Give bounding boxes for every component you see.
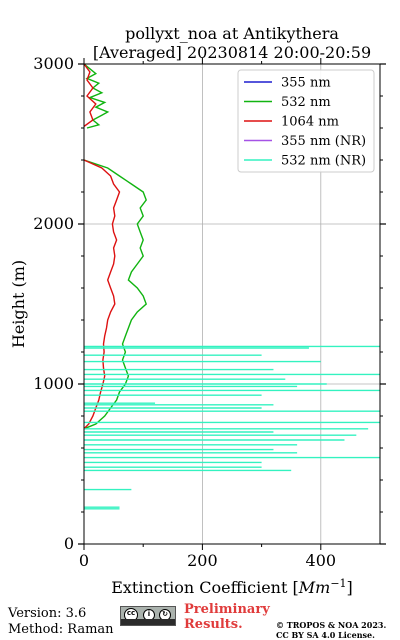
preliminary-line1: Preliminary: [184, 602, 270, 617]
x-tick-label: 400: [306, 551, 337, 570]
x-tick-label: 0: [79, 551, 89, 570]
version-text: Version: 3.6: [8, 606, 87, 621]
series-line-1064-nm: [84, 159, 121, 430]
copyright-line2: CC BY SA 4.0 License.: [276, 630, 375, 640]
plot-frame: [83, 63, 381, 545]
cc-icon: cc: [124, 608, 138, 622]
method-text: Method: Raman: [8, 622, 114, 637]
y-tick-label: 2000: [33, 214, 74, 233]
chart-subtitle: [Averaged] 20230814 20:00-20:59: [93, 43, 371, 62]
series-line-532-nm: [84, 159, 148, 430]
legend-label: 1064 nm: [281, 115, 339, 130]
copyright-text: © TROPOS & NOA 2023. CC BY SA 4.0 Licens…: [276, 620, 386, 640]
x-tick-label: 200: [187, 551, 218, 570]
series-line-1064-nm: [84, 64, 97, 127]
cc-strip: [121, 619, 175, 625]
series-layer: [84, 64, 380, 510]
y-tick-label: 3000: [33, 54, 74, 73]
axis-ticks: 0 200 400 0 1000 2000 3000: [33, 54, 386, 570]
y-tick-label: 1000: [33, 374, 74, 393]
y-axis-label: Height (m): [9, 260, 28, 348]
legend-box: [237, 69, 375, 173]
preliminary-line2: Results.: [184, 617, 243, 632]
cc-license-logo: cc i ↻: [120, 606, 176, 626]
legend-label: 532 nm: [281, 95, 331, 110]
plot-area: [84, 64, 380, 510]
chart-title: pollyxt_noa at Antikythera: [125, 24, 339, 43]
legend: 355 nm 532 nm 1064 nm 355 nm (NR) 532 nm (NR…: [237, 69, 375, 173]
legend-label: 355 nm: [281, 76, 331, 91]
preliminary-results-text: Preliminary Results.: [184, 602, 270, 632]
copyright-line1: © TROPOS & NOA 2023.: [276, 620, 387, 630]
series-line-532-nm: [84, 64, 110, 129]
y-tick-label: 0: [64, 534, 74, 553]
x-axis-label: Extinction Coefficient [Mm−1]: [111, 577, 353, 597]
legend-label: 532 nm (NR): [281, 154, 366, 169]
legend-label: 355 nm (NR): [281, 134, 366, 149]
